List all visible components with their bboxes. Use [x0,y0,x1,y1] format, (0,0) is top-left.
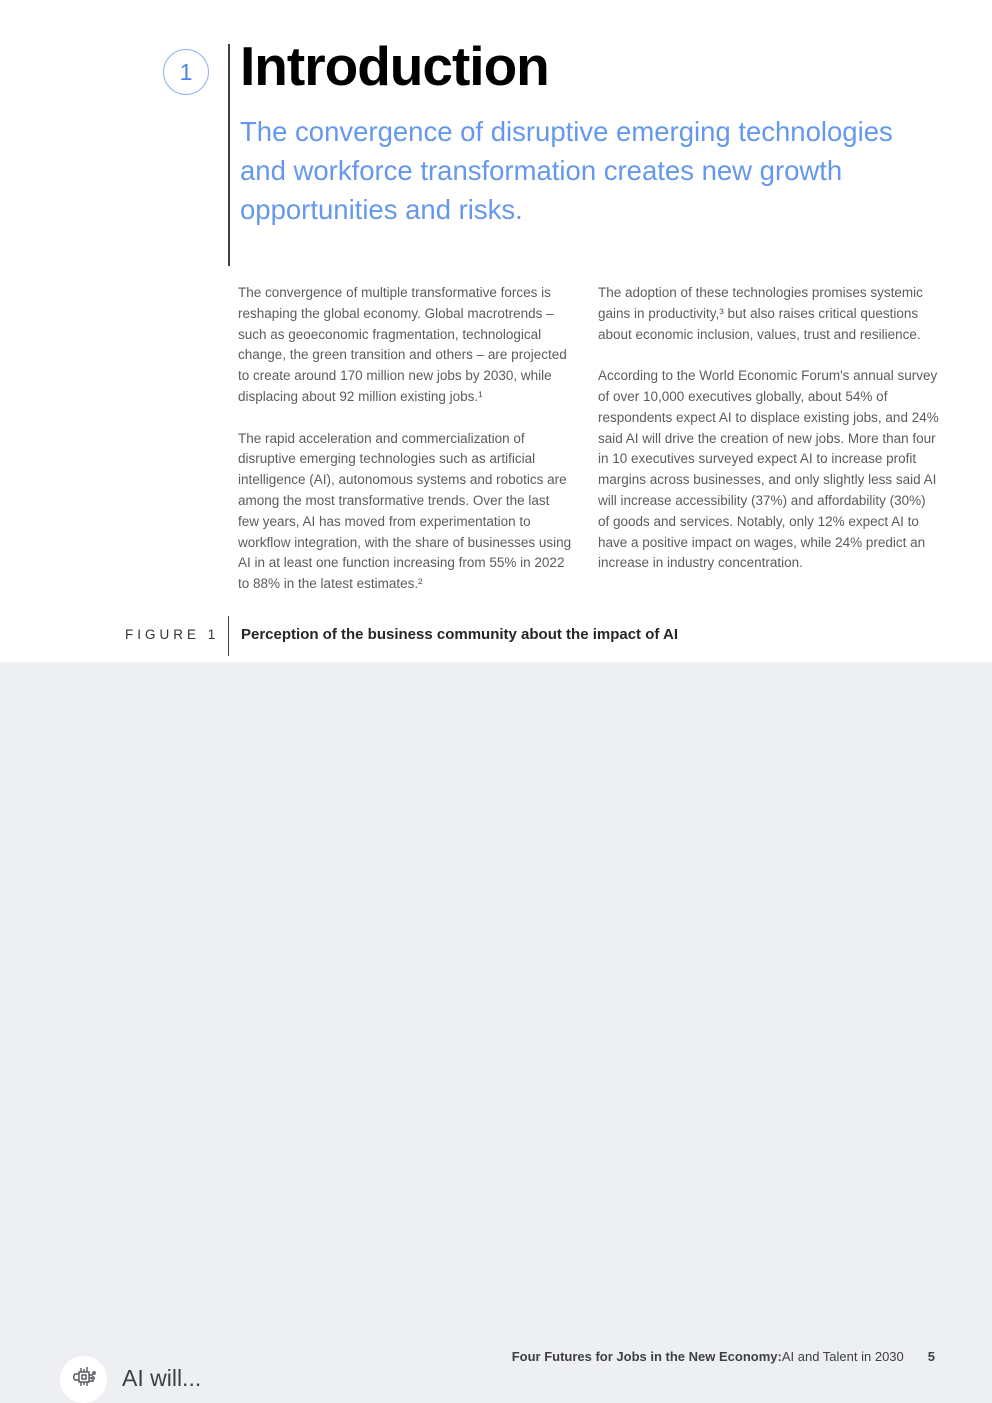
section-number: 1 [179,58,193,85]
footer-report-title: Four Futures for Jobs in the New Economy… [511,1349,782,1364]
body-paragraph: According to the World Economic Forum's … [598,368,939,571]
body-column-right: The adoption of these technologies promi… [598,283,940,595]
figure-label: FIGURE 1 [125,627,220,642]
body-column-left: The convergence of multiple transformati… [238,283,572,616]
page-subtitle: The convergence of disruptive emerging t… [240,116,893,226]
page-title: Introduction [240,35,550,97]
section-number-badge: 1 [163,49,209,95]
page-footer: Four Futures for Jobs in the New Economy… [512,1349,935,1364]
ai-chip-icon [70,1363,98,1396]
page-number: 5 [927,1349,935,1364]
title-divider [228,44,230,266]
body-paragraph: The rapid acceleration and commercializa… [238,430,572,592]
figure-divider [228,616,229,656]
figure-caption: Perception of the business community abo… [241,626,678,643]
body-paragraph: The adoption of these technologies promi… [598,285,923,342]
chart-icon-circle [60,1356,107,1403]
figure-1-chart-panel: AI will... ...displace a large number of… [0,662,992,1403]
chart-title: AI will... [122,1365,202,1391]
body-paragraph: The convergence of multiple transformati… [238,285,567,404]
footer-report-subtitle: AI and Talent in 2030 [781,1349,904,1364]
